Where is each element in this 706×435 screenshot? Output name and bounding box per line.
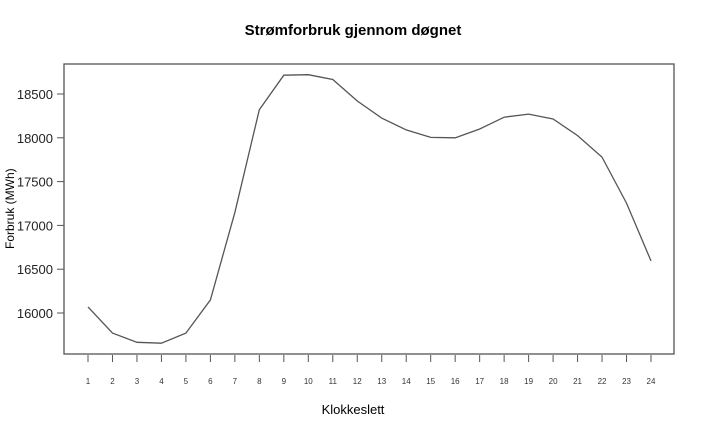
- x-tick-label: 3: [135, 377, 140, 386]
- y-tick-label: 16500: [17, 262, 53, 277]
- x-tick-label: 5: [184, 377, 189, 386]
- x-tick-label: 18: [500, 377, 509, 386]
- x-axis-label: Klokkeslett: [321, 402, 385, 417]
- y-axis: 16000 16500 17000 17500 18000 18500: [17, 87, 64, 321]
- y-axis-label: Forbruk (MWh): [3, 167, 17, 249]
- x-tick-label: 24: [647, 377, 656, 386]
- chart-title: Strømforbruk gjennom døgnet: [244, 22, 462, 39]
- y-tick-label: 18500: [17, 87, 53, 102]
- x-tick-label: 10: [304, 377, 313, 386]
- x-tick-label: 2: [110, 377, 115, 386]
- x-tick-label: 16: [451, 377, 460, 386]
- x-tick-label: 23: [622, 377, 631, 386]
- x-axis: 1 2 3 4 5 6 7 8 9 10 11 12 13 14 15 16 17 18 19 20 21 22 23 24: [86, 355, 656, 386]
- x-tick-label: 15: [426, 377, 435, 386]
- x-tick-label: 19: [524, 377, 533, 386]
- x-tick-label: 4: [159, 377, 164, 386]
- x-tick-label: 6: [208, 377, 213, 386]
- x-tick-label: 21: [573, 377, 582, 386]
- y-tick-label: 17500: [17, 175, 53, 190]
- x-tick-label: 22: [598, 377, 607, 386]
- x-tick-label: 17: [475, 377, 484, 386]
- x-tick-label: 8: [257, 377, 262, 386]
- x-tick-label: 7: [233, 377, 238, 386]
- x-tick-label: 20: [549, 377, 558, 386]
- plot-frame: [63, 63, 675, 355]
- x-tick-label: 1: [86, 377, 91, 386]
- y-tick-label: 17000: [17, 218, 53, 233]
- y-tick-label: 16000: [17, 306, 53, 321]
- x-tick-label: 9: [282, 377, 287, 386]
- y-tick-label: 18000: [17, 131, 53, 146]
- x-tick-label: 12: [353, 377, 362, 386]
- x-tick-label: 14: [402, 377, 411, 386]
- x-tick-label: 13: [377, 377, 386, 386]
- x-tick-label: 11: [329, 377, 338, 386]
- series-line: [87, 74, 652, 344]
